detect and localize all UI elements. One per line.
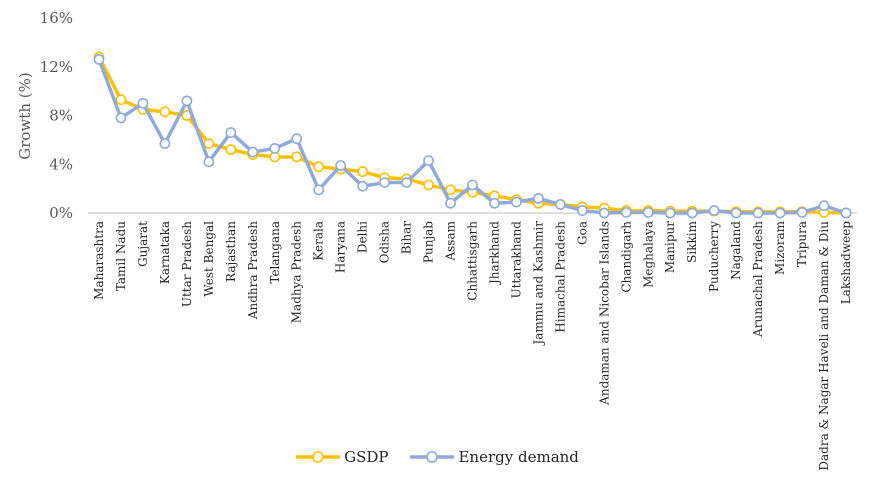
data-point-energy-demand [423,155,434,166]
y-axis-ticks: 0% 4% 8% 12% 16% [40,9,73,222]
x-tick-label: Arunachal Pradesh [751,221,765,338]
data-point-energy-demand [730,207,742,219]
data-point-energy-demand [511,196,522,208]
data-point-energy-demand [752,207,764,219]
x-tick-label: Uttar Pradesh [180,221,194,307]
y-tick-label: 0% [49,204,73,222]
data-point-energy-demand [708,205,720,216]
y-tick-label: 12% [40,58,73,76]
x-tick-label: Puducherry [707,221,721,292]
x-tick-label: Jammu and Kashmir [531,221,545,347]
data-point-energy-demand [291,133,303,145]
x-tick-label: Himachal Pradesh [553,221,567,333]
x-tick-label: Maharashtra [92,221,106,300]
data-point-energy-demand [137,97,149,109]
x-tick-label: Andaman and Nicobar Islands [597,221,611,406]
x-tick-label: Andhra Pradesh [246,221,260,320]
x-tick-label: West Bengal [202,221,216,297]
x-tick-label: Madhya Pradesh [290,221,304,324]
x-tick-label: Punjab [422,221,436,263]
x-tick-label: Chandigarh [619,221,633,293]
data-point-energy-demand [620,206,632,218]
x-tick-label: Assam [444,220,458,261]
data-point-gsdp [357,166,369,177]
data-point-energy-demand [642,206,654,218]
series-group [93,51,852,219]
data-point-energy-demand [401,177,412,188]
data-point-energy-demand [774,207,786,219]
data-point-energy-demand [93,54,105,65]
x-tick-label: Goa [575,221,589,245]
data-point-energy-demand [598,207,610,219]
x-tick-label: Dadra & Nagar Haveli and Daman & Diu [817,221,831,471]
x-axis-ticks: Maharashtra Tamil Nadu Gujarat Karnataka Utt… [92,220,853,470]
data-point-energy-demand [379,177,391,188]
x-tick-label: Odisha [378,221,392,263]
x-tick-label: Kerala [312,221,326,261]
data-point-energy-demand [796,206,808,218]
data-point-energy-demand [115,112,127,124]
data-point-energy-demand [576,205,588,216]
data-point-energy-demand [269,143,281,154]
x-tick-label: Gujarat [136,221,150,267]
data-point-energy-demand [840,207,852,219]
x-tick-label: Bihar [400,221,414,255]
y-tick-label: 8% [49,107,73,125]
data-point-gsdp [313,161,325,173]
x-tick-label: Meghalaya [641,221,655,288]
legend-swatch-gsdp [296,451,341,463]
x-tick-label: Karnataka [158,221,172,284]
data-point-energy-demand [686,207,698,219]
x-tick-label: Delhi [356,221,370,253]
legend-item-gsdp: GSDP [296,448,388,466]
data-point-gsdp [423,179,434,191]
x-tick-label: Jharkhand [487,221,501,286]
data-point-energy-demand [357,180,369,192]
x-tick-label: Sikkim [685,220,699,262]
data-point-gsdp [115,94,127,106]
data-point-gsdp [291,151,303,163]
data-point-gsdp [159,106,171,118]
data-point-energy-demand [533,192,544,204]
y-axis-title: Growth (%) [16,72,34,159]
data-point-gsdp [445,184,456,196]
x-tick-label: Chhattisgarh [466,221,480,301]
data-point-gsdp [203,138,215,149]
data-point-energy-demand [445,197,456,209]
x-tick-label: Haryana [334,221,348,273]
x-tick-label: Telangana [268,221,282,284]
x-tick-label: Uttarakhand [509,221,523,299]
data-point-energy-demand [203,156,215,168]
x-tick-label: Mizoram [773,220,787,275]
data-point-energy-demand [225,127,237,138]
data-point-energy-demand [313,184,325,196]
x-tick-label: Tripura [795,221,809,267]
data-point-energy-demand [489,197,500,209]
data-point-energy-demand [181,95,193,107]
x-tick-label: Nagaland [729,221,743,280]
y-tick-label: 4% [49,155,73,173]
legend: GSDP Energy demand [0,448,875,466]
x-tick-label: Lakshadweep [839,221,853,305]
y-tick-label: 16% [40,9,73,27]
x-tick-label: Manipur [663,221,677,273]
legend-label-gsdp: GSDP [344,448,389,466]
x-tick-label: Tamil Nadu [114,221,128,291]
data-point-energy-demand [467,179,478,191]
data-point-energy-demand [247,146,259,158]
data-point-energy-demand [818,200,830,212]
data-point-gsdp [225,144,237,156]
data-point-energy-demand [554,199,566,210]
x-tick-label: Rajasthan [224,221,238,282]
legend-label-energy-demand: Energy demand [458,448,579,466]
data-point-energy-demand [664,207,676,219]
data-point-energy-demand [159,138,171,149]
data-point-energy-demand [335,160,347,171]
legend-item-energy-demand: Energy demand [410,448,579,466]
legend-swatch-energy-demand [410,451,455,463]
